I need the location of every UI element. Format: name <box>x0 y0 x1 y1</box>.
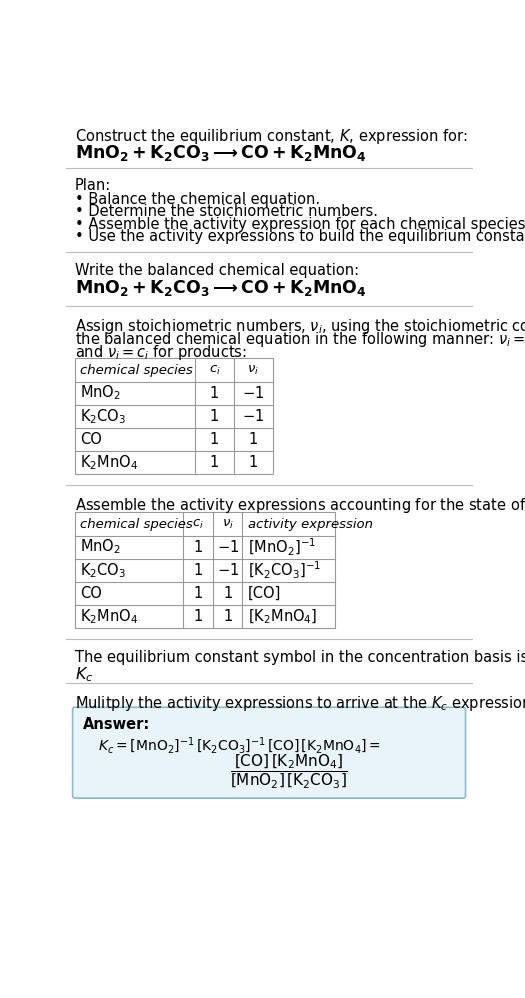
Text: Assemble the activity expressions accounting for the state of matter and $\nu_i$: Assemble the activity expressions accoun… <box>75 496 525 515</box>
Text: $-1$: $-1$ <box>242 385 264 401</box>
Text: [CO]: [CO] <box>248 586 281 601</box>
Text: $\mathrm{K_2CO_3}$: $\mathrm{K_2CO_3}$ <box>80 407 127 425</box>
Text: • Use the activity expressions to build the equilibrium constant expression.: • Use the activity expressions to build … <box>75 230 525 245</box>
Text: $\nu_i$: $\nu_i$ <box>247 363 259 376</box>
Text: 1: 1 <box>223 586 232 601</box>
Text: Answer:: Answer: <box>82 718 150 733</box>
Text: and $\nu_i = c_i$ for products:: and $\nu_i = c_i$ for products: <box>75 343 247 362</box>
Text: $[\mathrm{K_2MnO_4}]$: $[\mathrm{K_2MnO_4}]$ <box>248 607 317 626</box>
Text: 1: 1 <box>223 609 232 624</box>
Text: 1: 1 <box>210 409 219 424</box>
Text: $\mathrm{MnO_2}$: $\mathrm{MnO_2}$ <box>80 538 121 557</box>
Text: CO: CO <box>80 586 102 601</box>
Text: $\mathbf{MnO_2 + K_2CO_3 \longrightarrow CO + K_2MnO_4}$: $\mathbf{MnO_2 + K_2CO_3 \longrightarrow… <box>75 278 367 298</box>
Bar <box>75 358 272 474</box>
Text: $\nu_i$: $\nu_i$ <box>222 517 234 531</box>
Text: CO: CO <box>80 432 102 447</box>
Text: $\mathrm{K_2MnO_4}$: $\mathrm{K_2MnO_4}$ <box>80 607 139 626</box>
Text: $c_i$: $c_i$ <box>208 363 220 376</box>
Text: the balanced chemical equation in the following manner: $\nu_i = -c_i$ for react: the balanced chemical equation in the fo… <box>75 330 525 349</box>
Text: Write the balanced chemical equation:: Write the balanced chemical equation: <box>75 263 359 278</box>
Text: $c_i$: $c_i$ <box>192 517 204 531</box>
Text: Plan:: Plan: <box>75 179 111 194</box>
Text: 1: 1 <box>210 385 219 400</box>
Text: 1: 1 <box>194 609 203 624</box>
Text: chemical species: chemical species <box>80 363 193 376</box>
Text: $[\mathrm{MnO_2}]^{-1}$: $[\mathrm{MnO_2}]^{-1}$ <box>248 537 316 558</box>
Text: $-1$: $-1$ <box>242 408 264 424</box>
Text: The equilibrium constant symbol in the concentration basis is:: The equilibrium constant symbol in the c… <box>75 650 525 665</box>
Text: $\mathrm{K_2CO_3}$: $\mathrm{K_2CO_3}$ <box>80 561 127 580</box>
Text: Construct the equilibrium constant, $K$, expression for:: Construct the equilibrium constant, $K$,… <box>75 128 468 147</box>
Text: 1: 1 <box>210 432 219 447</box>
Text: 1: 1 <box>194 540 203 555</box>
Text: activity expression: activity expression <box>248 518 373 531</box>
FancyBboxPatch shape <box>72 708 466 798</box>
Text: $\mathrm{MnO_2}$: $\mathrm{MnO_2}$ <box>80 384 121 402</box>
Text: $[\mathrm{K_2CO_3}]^{-1}$: $[\mathrm{K_2CO_3}]^{-1}$ <box>248 560 321 581</box>
Text: $\dfrac{[\mathrm{CO}]\,[\mathrm{K_2MnO_4}]}{[\mathrm{MnO_2}]\,[\mathrm{K_2CO_3}]: $\dfrac{[\mathrm{CO}]\,[\mathrm{K_2MnO_4… <box>230 752 348 790</box>
Text: chemical species: chemical species <box>80 518 193 531</box>
Text: • Determine the stoichiometric numbers.: • Determine the stoichiometric numbers. <box>75 205 378 220</box>
Text: • Balance the chemical equation.: • Balance the chemical equation. <box>75 193 320 208</box>
Text: 1: 1 <box>194 563 203 578</box>
Text: $\mathbf{MnO_2 + K_2CO_3 \longrightarrow CO + K_2MnO_4}$: $\mathbf{MnO_2 + K_2CO_3 \longrightarrow… <box>75 143 367 163</box>
Text: $K_c$: $K_c$ <box>75 665 93 684</box>
Bar <box>75 512 335 628</box>
Text: $\mathrm{K_2MnO_4}$: $\mathrm{K_2MnO_4}$ <box>80 453 139 472</box>
Text: $-1$: $-1$ <box>216 562 239 578</box>
Text: 1: 1 <box>248 432 258 447</box>
Text: $-1$: $-1$ <box>216 539 239 555</box>
Text: Assign stoichiometric numbers, $\nu_i$, using the stoichiometric coefficients, $: Assign stoichiometric numbers, $\nu_i$, … <box>75 317 525 336</box>
Text: • Assemble the activity expression for each chemical species.: • Assemble the activity expression for e… <box>75 217 525 232</box>
Text: 1: 1 <box>210 455 219 470</box>
Text: 1: 1 <box>248 455 258 470</box>
Text: $K_c = [\mathrm{MnO_2}]^{-1}\,[\mathrm{K_2CO_3}]^{-1}\,[\mathrm{CO}]\,[\mathrm{K: $K_c = [\mathrm{MnO_2}]^{-1}\,[\mathrm{K… <box>98 736 381 756</box>
Text: Mulitply the activity expressions to arrive at the $K_c$ expression:: Mulitply the activity expressions to arr… <box>75 695 525 714</box>
Text: 1: 1 <box>194 586 203 601</box>
